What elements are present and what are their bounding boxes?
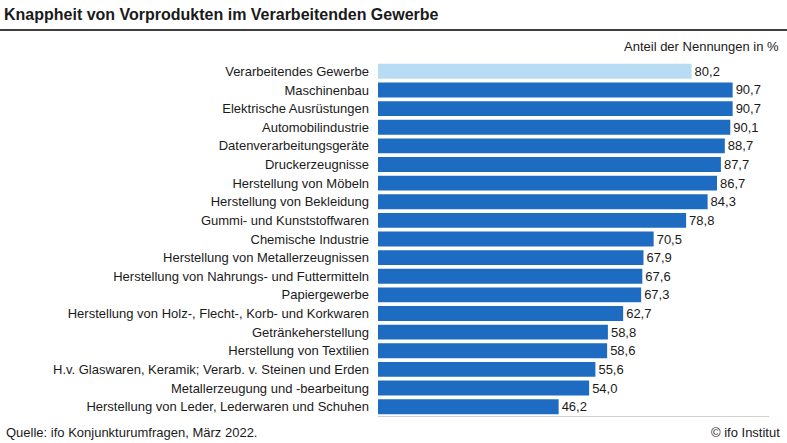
svg-text:55,6: 55,6: [598, 362, 623, 377]
svg-text:H.v. Glaswaren, Keramik; Verar: H.v. Glaswaren, Keramik; Verarb. v. Stei…: [53, 362, 369, 377]
svg-text:Metallerzeugung und -bearbeitu: Metallerzeugung und -bearbeitung: [171, 381, 369, 396]
svg-text:62,7: 62,7: [626, 306, 651, 321]
svg-text:Elektrische Ausrüstungen: Elektrische Ausrüstungen: [222, 101, 369, 116]
svg-text:86,7: 86,7: [720, 176, 745, 191]
svg-text:87,7: 87,7: [724, 157, 749, 172]
svg-text:Herstellung von Möbeln: Herstellung von Möbeln: [232, 176, 369, 191]
svg-text:Getränkeherstellung: Getränkeherstellung: [252, 325, 369, 340]
svg-text:Datenverarbeitungsgeräte: Datenverarbeitungsgeräte: [219, 138, 369, 153]
svg-text:Papiergewerbe: Papiergewerbe: [282, 287, 369, 302]
svg-text:84,3: 84,3: [711, 194, 736, 209]
svg-text:Quelle: ifo Konjunkturumfragen: Quelle: ifo Konjunkturumfragen, März 202…: [6, 425, 257, 440]
svg-text:58,8: 58,8: [611, 325, 636, 340]
svg-text:Automobilindustrie: Automobilindustrie: [262, 120, 369, 135]
svg-text:Verarbeitendes Gewerbe: Verarbeitendes Gewerbe: [225, 64, 369, 79]
svg-text:54,0: 54,0: [592, 381, 617, 396]
svg-text:70,5: 70,5: [657, 232, 682, 247]
svg-text:© ifo Institut: © ifo Institut: [711, 425, 780, 440]
svg-text:Druckerzeugnisse: Druckerzeugnisse: [265, 157, 369, 172]
svg-text:Herstellung von Nahrungs- und: Herstellung von Nahrungs- und Futtermitt…: [113, 269, 369, 284]
svg-text:46,2: 46,2: [562, 399, 587, 414]
svg-text:Chemische Industrie: Chemische Industrie: [251, 232, 370, 247]
svg-text:Knappheit von Vorprodukten im: Knappheit von Vorprodukten im Verarbeite…: [4, 6, 439, 23]
svg-text:67,9: 67,9: [646, 250, 671, 265]
svg-text:58,6: 58,6: [610, 343, 635, 358]
svg-text:80,2: 80,2: [695, 64, 720, 79]
svg-text:Herstellung von Metallerzeugni: Herstellung von Metallerzeugnissen: [163, 250, 369, 265]
svg-text:Herstellung von Textilien: Herstellung von Textilien: [228, 343, 369, 358]
svg-text:78,8: 78,8: [689, 213, 714, 228]
svg-text:Maschinenbau: Maschinenbau: [284, 83, 369, 98]
svg-text:90,1: 90,1: [733, 120, 758, 135]
svg-text:Herstellung von Bekleidung: Herstellung von Bekleidung: [211, 194, 369, 209]
svg-text:67,3: 67,3: [644, 287, 669, 302]
svg-text:Herstellung von Leder, Lederwa: Herstellung von Leder, Lederwaren und Sc…: [86, 399, 369, 414]
svg-text:Gummi- und Kunststoffwaren: Gummi- und Kunststoffwaren: [201, 213, 369, 228]
svg-text:Anteil der Nennungen in %: Anteil der Nennungen in %: [624, 39, 779, 54]
svg-text:Herstellung von Holz-, Flecht-: Herstellung von Holz-, Flecht-, Korb- un…: [68, 306, 369, 321]
svg-text:88,7: 88,7: [728, 138, 753, 153]
svg-text:90,7: 90,7: [736, 101, 761, 116]
svg-text:90,7: 90,7: [736, 82, 761, 97]
svg-text:67,6: 67,6: [645, 269, 670, 284]
